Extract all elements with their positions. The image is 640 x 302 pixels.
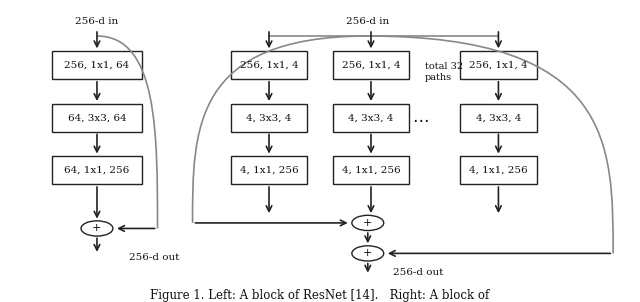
- Text: 256, 1x1, 4: 256, 1x1, 4: [342, 61, 400, 69]
- Text: 64, 3x3, 64: 64, 3x3, 64: [68, 113, 126, 122]
- Text: 4, 1x1, 256: 4, 1x1, 256: [342, 166, 400, 175]
- Text: paths: paths: [425, 73, 452, 82]
- FancyBboxPatch shape: [333, 156, 409, 184]
- FancyBboxPatch shape: [52, 51, 141, 79]
- Ellipse shape: [81, 221, 113, 236]
- FancyBboxPatch shape: [52, 104, 141, 132]
- Ellipse shape: [352, 215, 384, 230]
- FancyBboxPatch shape: [231, 51, 307, 79]
- Text: +: +: [363, 248, 372, 259]
- FancyBboxPatch shape: [333, 51, 409, 79]
- Text: 256-d in: 256-d in: [76, 17, 118, 26]
- Text: 256, 1x1, 4: 256, 1x1, 4: [469, 61, 528, 69]
- Text: 4, 1x1, 256: 4, 1x1, 256: [240, 166, 298, 175]
- Text: +: +: [363, 218, 372, 228]
- FancyBboxPatch shape: [460, 51, 537, 79]
- FancyBboxPatch shape: [231, 156, 307, 184]
- Text: 256, 1x1, 4: 256, 1x1, 4: [240, 61, 298, 69]
- Text: Figure 1. Left: A block of ResNet [14].   Right: A block of: Figure 1. Left: A block of ResNet [14]. …: [150, 289, 490, 302]
- Text: 4, 3x3, 4: 4, 3x3, 4: [476, 113, 521, 122]
- Ellipse shape: [352, 246, 384, 261]
- Text: 4, 3x3, 4: 4, 3x3, 4: [246, 113, 292, 122]
- Text: total 32: total 32: [425, 62, 463, 71]
- Text: 256, 1x1, 64: 256, 1x1, 64: [65, 61, 129, 69]
- Text: 64, 1x1, 256: 64, 1x1, 256: [65, 166, 129, 175]
- FancyBboxPatch shape: [52, 156, 141, 184]
- FancyBboxPatch shape: [333, 104, 409, 132]
- FancyBboxPatch shape: [460, 104, 537, 132]
- FancyBboxPatch shape: [460, 156, 537, 184]
- Text: 256-d in: 256-d in: [346, 17, 389, 26]
- Text: $\cdots$: $\cdots$: [412, 110, 429, 128]
- FancyBboxPatch shape: [231, 104, 307, 132]
- Text: 4, 1x1, 256: 4, 1x1, 256: [469, 166, 528, 175]
- Text: 4, 3x3, 4: 4, 3x3, 4: [348, 113, 394, 122]
- Text: 256-d out: 256-d out: [129, 253, 179, 262]
- Text: +: +: [92, 223, 102, 233]
- Text: 256-d out: 256-d out: [394, 268, 444, 277]
